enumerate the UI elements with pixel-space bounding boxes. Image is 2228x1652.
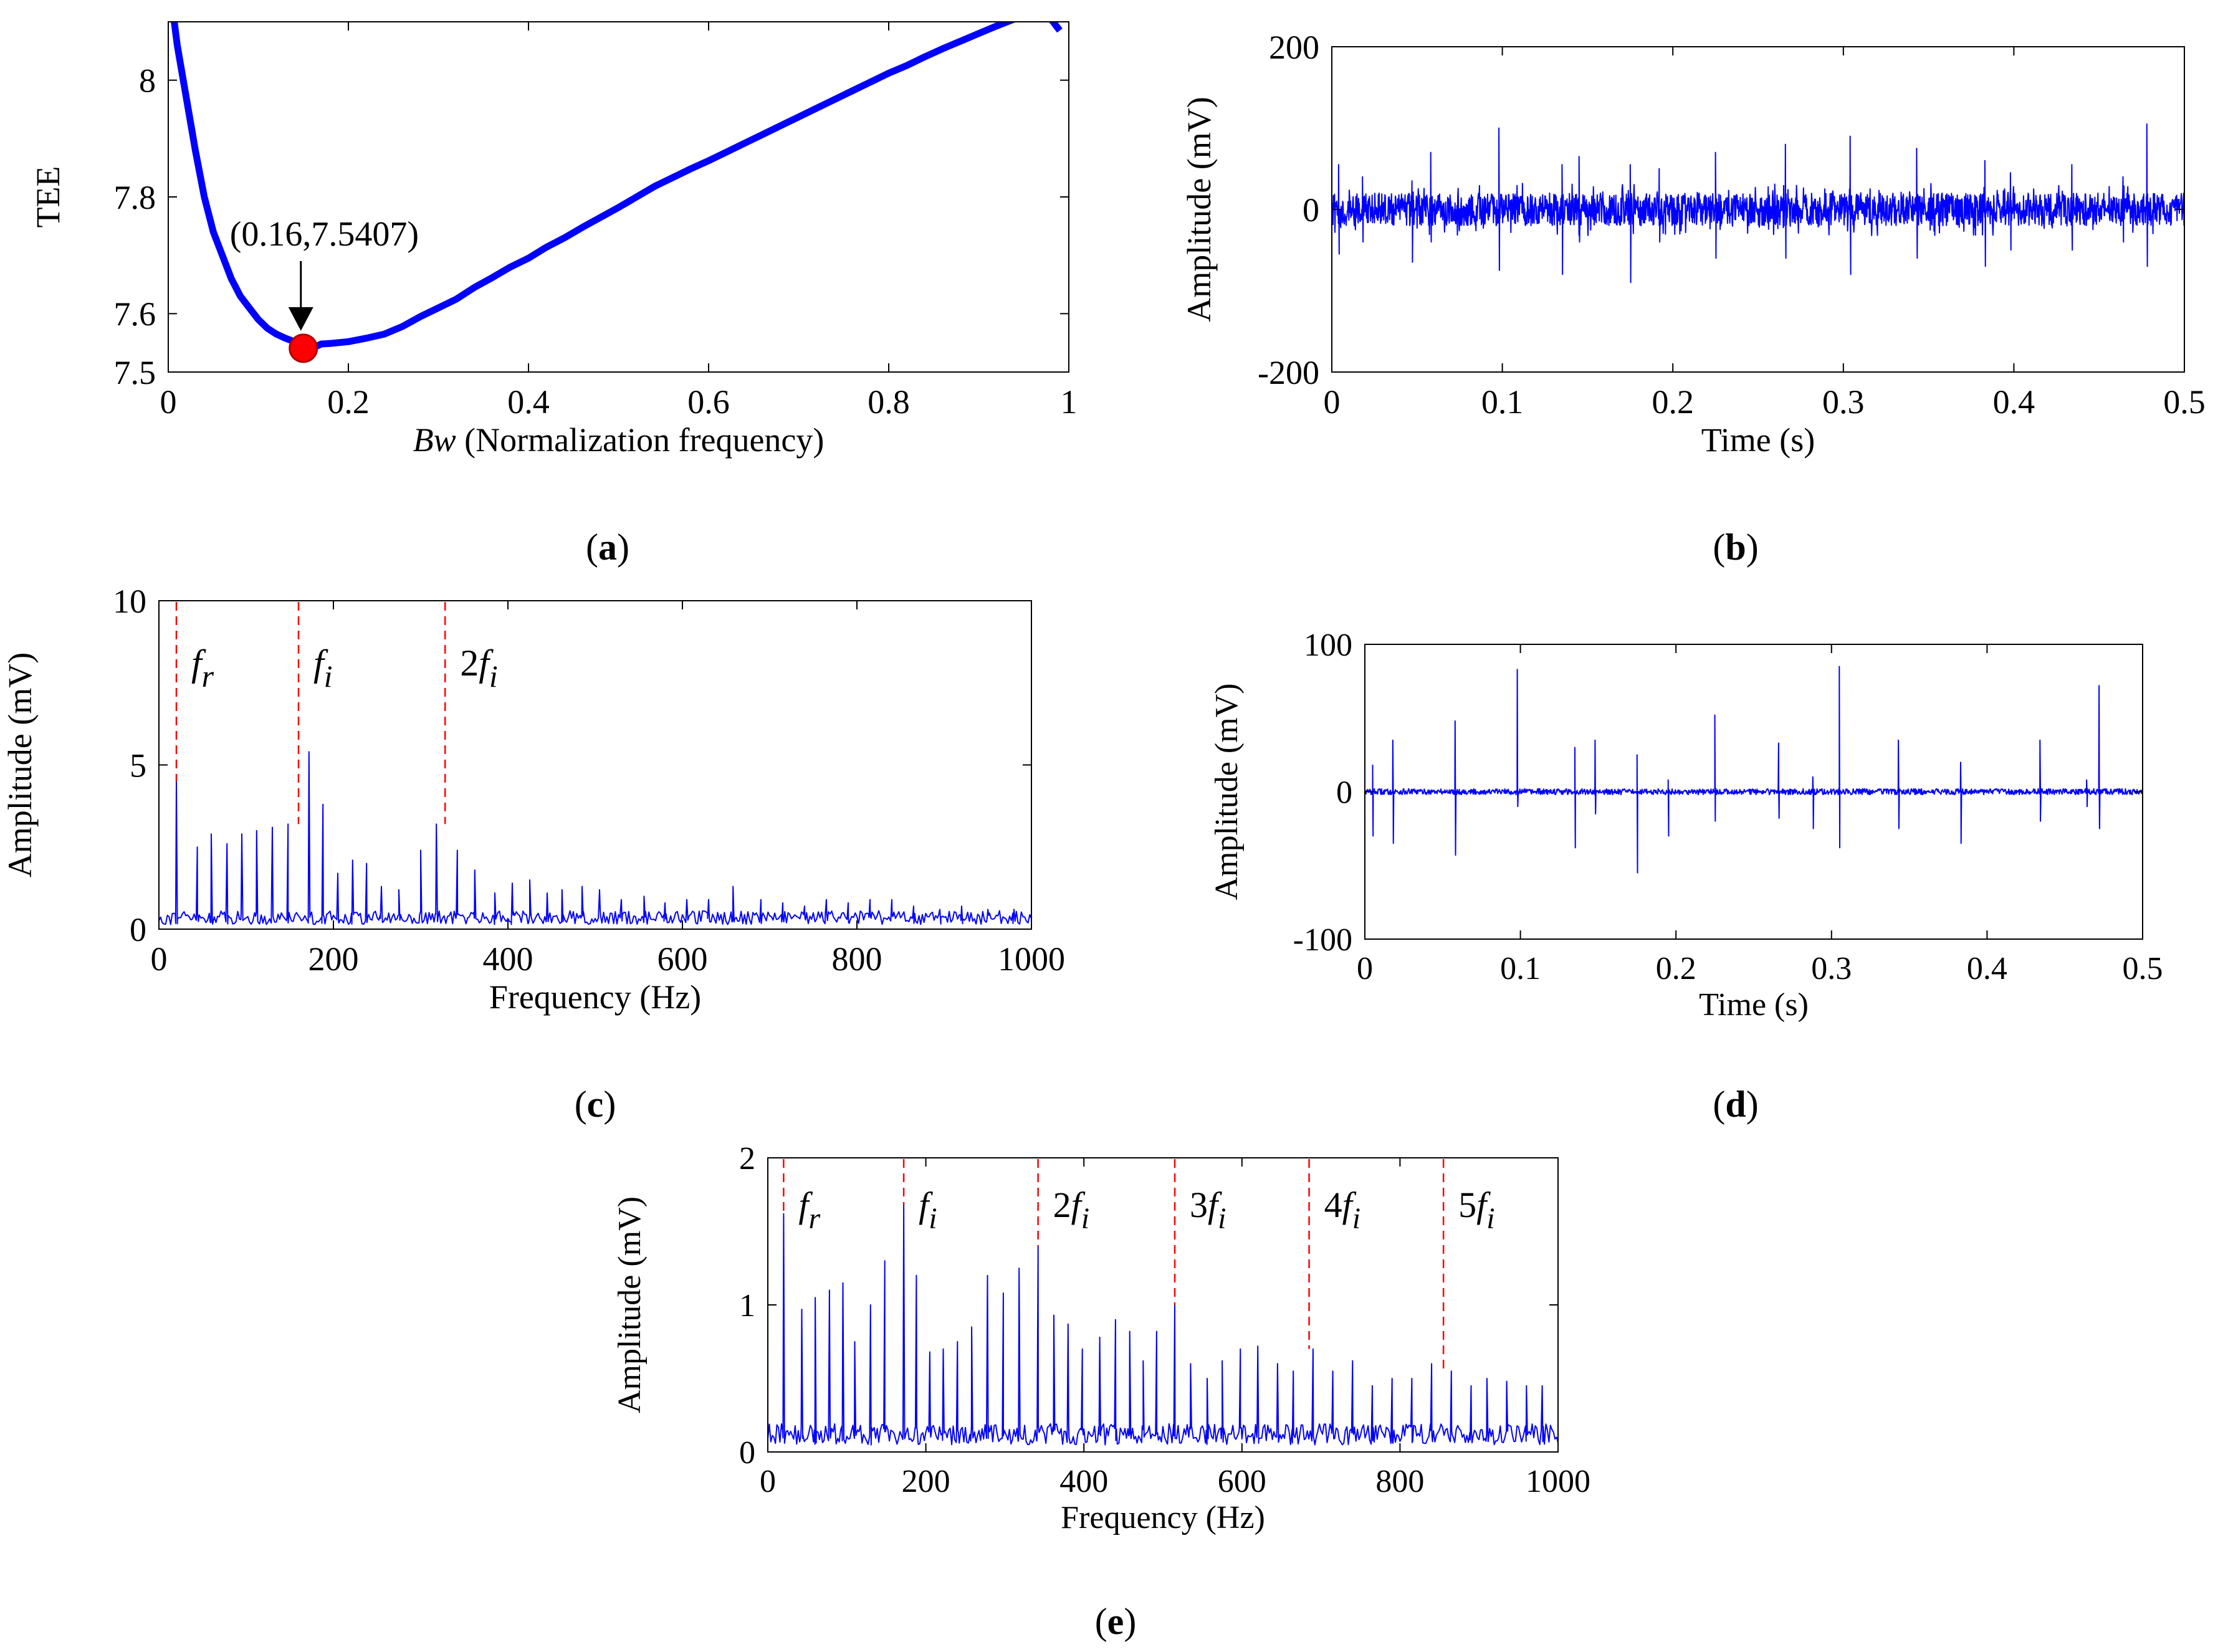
y-tick-label: 7.8 [114,179,156,216]
x-tick-label: 0.4 [1967,951,2007,986]
x-tick-label: 0 [1357,951,1373,986]
y-tick-label: 0 [1303,191,1319,229]
y-tick-label: 0 [739,1435,755,1471]
x-tick-label: 0.5 [2163,383,2206,421]
x-axis-label: Frequency (Hz) [489,978,701,1016]
harmonic-label: fr [191,642,214,694]
panel-caption: (e) [1095,1601,1137,1642]
y-tick-label: 2 [739,1141,755,1177]
harmonic-label: fi [313,642,333,694]
y-tick-label: 8 [139,62,156,100]
x-axis-label: Frequency (Hz) [1061,1500,1265,1535]
x-axis-label: Time (s) [1699,987,1809,1023]
y-axis-label: TEE [29,166,67,228]
panel-caption: (b) [1713,527,1758,568]
x-tick-label: 0 [1324,383,1341,421]
x-tick-label: 0.5 [2123,951,2163,986]
x-tick-label: 0.6 [687,383,730,421]
chart-c: fr fi 2fi 0 200 400 600 800 1000 0 5 10 Frequency (H… [1,583,1065,1125]
x-tick-label: 1000 [1526,1464,1590,1499]
y-tick-label: 5 [130,747,146,784]
min-annotation: (0.16,7.5407) [230,215,419,254]
chart-a: (0.16,7.5407) 0 0.2 0.4 0.6 0.8 1 7.5 7.6 7.8 8 Bw … [29,21,1078,568]
x-tick-label: 400 [483,940,533,978]
x-tick-label: 200 [902,1464,950,1499]
spectrum-line [768,1204,1558,1446]
x-tick-label: 0.8 [868,383,910,421]
y-tick-label: 7.6 [114,295,156,333]
arrow-head [288,307,313,331]
y-tick-label: 0 [130,911,146,948]
min-point-marker [289,333,318,363]
x-tick-label: 800 [1375,1464,1424,1499]
x-tick-label: 0 [760,1464,776,1499]
time-signal-line [1365,666,2143,874]
harmonic-label: fr [798,1185,820,1235]
x-tick-label: 0.1 [1481,383,1524,421]
y-axis-label: Amplitude (mV) [1209,683,1245,900]
x-tick-label: 0.3 [1822,383,1865,421]
y-axis-label: Amplitude (mV) [1180,97,1218,322]
x-tick-label: 0.4 [507,383,550,421]
x-tick-label: 200 [308,940,359,978]
harmonic-label: 2fi [460,642,498,694]
y-tick-label: 100 [1304,628,1352,663]
panel-caption: (a) [586,527,629,568]
x-tick-label: 1 [1061,383,1078,421]
panel-caption: (d) [1713,1084,1758,1125]
harmonic-label: 5fi [1458,1185,1494,1235]
x-tick-label: 0.4 [1993,383,2035,421]
x-tick-label: 600 [657,940,708,978]
x-tick-label: 0.3 [1811,951,1852,986]
harmonic-label: 2fi [1053,1185,1089,1235]
chart-e: fr fi 2fi 3fi 4fi 5fi 0 200 400 600 800 1000 0 1 2 Freq… [612,1141,1590,1642]
harmonic-label: 4fi [1324,1185,1360,1235]
panel-caption: (c) [575,1084,616,1125]
x-tick-label: 0 [160,383,177,421]
y-axis-label: Amplitude (mV) [1,652,39,877]
harmonic-label: fi [919,1185,937,1235]
y-tick-label: 7.5 [114,354,156,391]
y-axis-label: Amplitude (mV) [612,1196,648,1413]
time-signal-line [1332,123,2184,284]
x-tick-label: 0.1 [1500,951,1541,986]
harmonic-label: 3fi [1190,1185,1226,1235]
plot-frame [767,1157,1559,1453]
y-tick-label: 0 [1336,775,1352,811]
y-tick-label: 1 [739,1288,755,1324]
x-tick-label: 800 [832,940,882,978]
y-tick-label: 10 [113,583,146,620]
x-tick-label: 0.2 [1656,951,1696,986]
x-tick-label: 1000 [998,940,1065,978]
x-axis-label: Bw (Normalization frequency) [413,421,825,459]
tee-series-line [171,22,1063,352]
y-tick-label: -200 [1258,354,1319,391]
x-tick-label: 0.2 [327,383,370,421]
x-tick-label: 600 [1218,1464,1266,1499]
x-tick-label: 0 [151,940,168,978]
x-tick-label: 400 [1059,1464,1108,1499]
x-tick-label: 0.2 [1652,383,1694,421]
y-tick-label: 200 [1269,29,1319,66]
x-axis-label: Time (s) [1701,421,1815,459]
plot-frame [158,600,1032,930]
y-tick-label: -100 [1293,922,1352,958]
spectrum-line [159,751,1031,925]
